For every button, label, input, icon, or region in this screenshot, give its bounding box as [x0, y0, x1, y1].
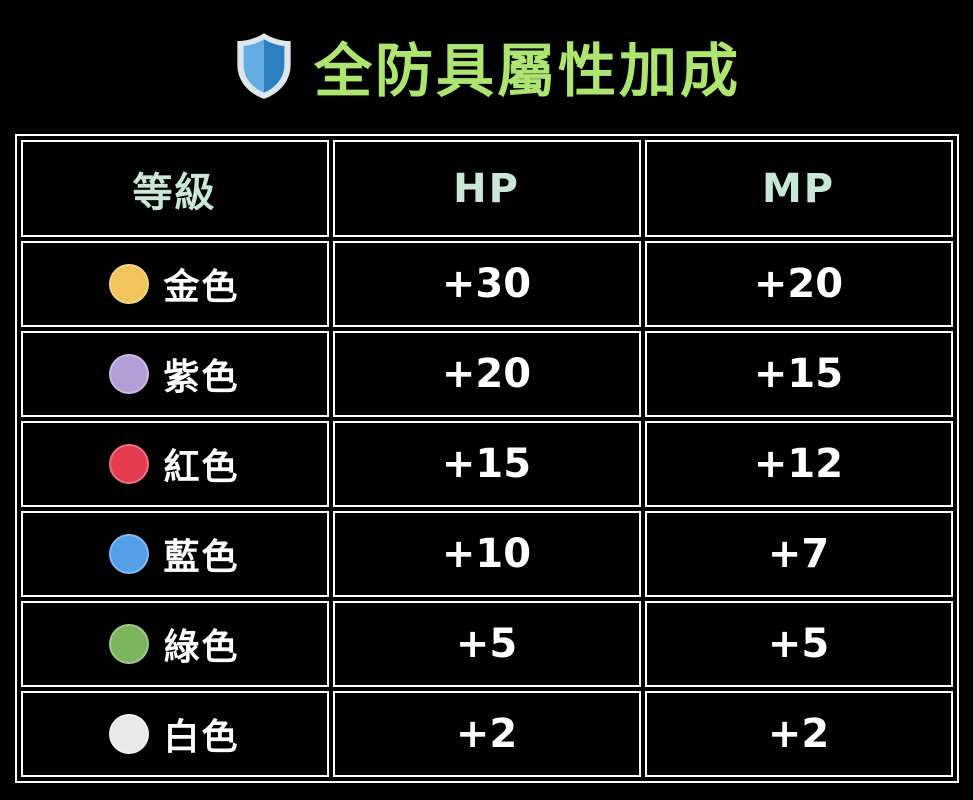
- grade-color-dot: [109, 714, 150, 754]
- hp-value: +30: [332, 241, 641, 327]
- table-row-green: 綠色 +5 +5: [20, 601, 953, 687]
- mp-value: +2: [644, 691, 953, 777]
- mp-value: +12: [644, 421, 953, 507]
- column-header-hp: HP: [332, 140, 641, 237]
- page-title-text: 全防具屬性加成: [313, 37, 741, 105]
- mp-value: +7: [644, 511, 953, 597]
- header-row: 等級 HP MP: [20, 140, 953, 237]
- grade-label: 金色: [163, 267, 240, 308]
- armor-bonus-table: 等級 HP MP 金色 +30 +20: [14, 134, 959, 783]
- column-header-mp: MP: [644, 140, 953, 237]
- page-title: 全防具屬性加成: [232, 22, 741, 110]
- grade-cell: 綠色: [20, 601, 329, 687]
- grade-label: 紫色: [163, 357, 240, 398]
- mp-value: +20: [644, 241, 953, 327]
- hp-value: +20: [332, 331, 641, 417]
- table-row-purple: 紫色 +20 +15: [20, 331, 953, 417]
- grade-label: 綠色: [163, 627, 240, 668]
- shield-icon: [232, 30, 296, 102]
- table-row-blue: 藍色 +10 +7: [20, 511, 953, 597]
- grade-color-dot: [109, 354, 150, 394]
- table-row-red: 紅色 +15 +12: [20, 421, 953, 507]
- grade-cell: 紫色: [20, 331, 329, 417]
- grade-label: 藍色: [163, 537, 240, 578]
- grade-cell: 白色: [20, 691, 329, 777]
- hp-value: +15: [332, 421, 641, 507]
- grade-label: 白色: [163, 717, 240, 758]
- mp-value: +15: [644, 331, 953, 417]
- hp-value: +5: [332, 601, 641, 687]
- table-row-white: 白色 +2 +2: [20, 691, 953, 777]
- grade-color-dot: [109, 534, 150, 574]
- table-row-gold: 金色 +30 +20: [20, 241, 953, 327]
- hp-value: +2: [332, 691, 641, 777]
- column-header-grade: 等級: [20, 140, 329, 237]
- mp-value: +5: [644, 601, 953, 687]
- grade-color-dot: [109, 624, 150, 664]
- hp-value: +10: [332, 511, 641, 597]
- grade-cell: 藍色: [20, 511, 329, 597]
- grade-cell: 紅色: [20, 421, 329, 507]
- grade-label: 紅色: [163, 447, 240, 488]
- grade-cell: 金色: [20, 241, 329, 327]
- grade-color-dot: [109, 264, 150, 304]
- grade-color-dot: [109, 444, 150, 484]
